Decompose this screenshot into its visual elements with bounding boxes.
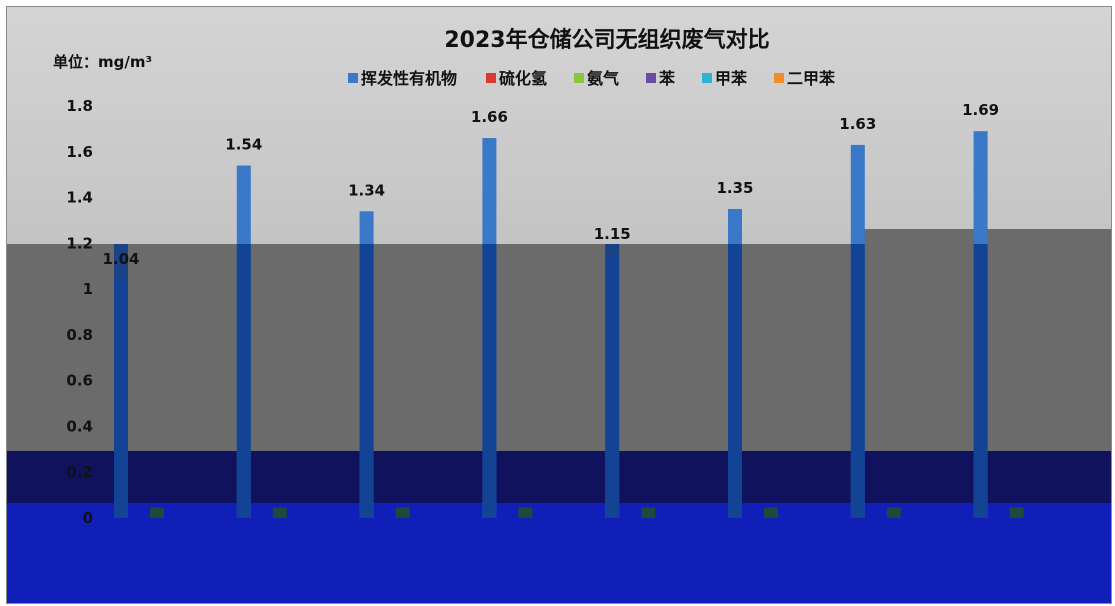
y-tick-label: 1.8 [66,97,93,115]
chart: 2023年仓储公司无组织废气对比 单位：mg/m³ 挥发性有机物 硫化氢 氨气 苯 甲苯… [7,7,1111,603]
chart-title: 2023年仓储公司无组织废气对比 [444,27,769,53]
legend-item: 苯 [646,69,676,88]
bar-voc-shade [850,244,865,518]
bar-ammonia [764,507,778,518]
bar-ammonia [1009,507,1024,518]
bar-ammonia [518,507,533,518]
bar-ammonia [272,507,287,518]
legend-label: 苯 [658,69,676,88]
bar-voc-shade [728,244,742,518]
legend-swatch [486,73,496,83]
y-axis: 0 0.2 0.4 0.6 0.8 1 1.2 1.4 1.6 1.8 [66,97,93,527]
y-tick-label: 0.2 [66,463,93,481]
y-tick-label: 1.6 [66,143,93,161]
bar-voc-shade [114,244,128,518]
legend-item: 二甲苯 [774,69,836,88]
bar-data-label: 1.66 [471,108,508,126]
bar-voc-shade [236,244,251,518]
legend-label: 氨气 [587,69,619,88]
bar-data-label: 1.04 [102,250,139,268]
bar-ammonia [395,507,410,518]
y-tick-label: 0 [83,509,93,527]
legend-swatch [702,73,712,83]
legend-swatch [348,73,358,83]
legend-item: 氨气 [574,69,619,88]
bar-ammonia [886,507,901,518]
y-tick-label: 0.6 [66,372,93,390]
legend: 挥发性有机物 硫化氢 氨气 苯 甲苯 二甲苯 [348,69,836,88]
plot-band-navy [7,451,1111,503]
bars [114,131,1024,519]
legend-item: 硫化氢 [486,69,547,88]
bar-voc-shade [359,244,374,518]
bar-data-label: 1.15 [594,225,631,243]
legend-swatch [646,73,656,83]
chart-frame: 2023年仓储公司无组织废气对比 单位：mg/m³ 挥发性有机物 硫化氢 氨气 苯 甲苯… [6,6,1112,604]
bar-data-label: 1.35 [716,179,753,197]
y-tick-label: 0.8 [66,326,93,344]
legend-item: 挥发性有机物 [348,69,457,88]
bar-data-label: 1.63 [839,115,876,133]
plot-band-blue [7,503,1111,603]
y-tick-label: 1.4 [66,189,93,207]
legend-label: 二甲苯 [787,69,836,88]
bar-ammonia [641,507,656,518]
legend-item: 甲苯 [702,69,748,88]
y-tick-label: 0.4 [66,417,93,435]
bar-voc-shade [605,244,620,518]
legend-swatch [774,73,784,83]
legend-label: 甲苯 [715,69,748,88]
bar-voc-shade [973,244,988,518]
bar-data-label: 1.34 [348,181,385,199]
legend-swatch [574,73,584,83]
bar-voc-shade [482,244,497,518]
data-labels: 1.04 1.54 1.34 1.66 1.15 1.35 1.63 1.69 [102,101,999,268]
legend-label: 挥发性有机物 [361,69,457,88]
y-tick-label: 1 [83,280,93,298]
plot-band-light [7,7,1111,244]
y-tick-label: 1.2 [66,234,93,252]
unit-label: 单位：mg/m³ [53,53,152,71]
bar-ammonia [150,507,164,518]
bar-data-label: 1.54 [225,136,262,154]
legend-label: 硫化氢 [499,69,547,88]
bar-data-label: 1.69 [962,101,999,119]
